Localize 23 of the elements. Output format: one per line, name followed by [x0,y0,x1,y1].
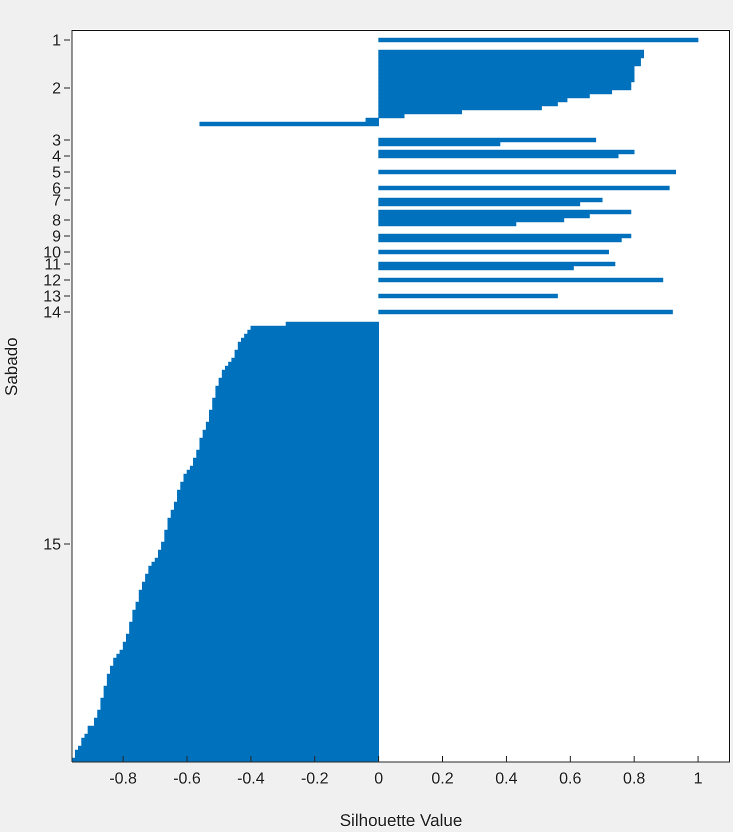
x-axis-title: Silhouette Value [340,811,462,830]
y-tick-label: 13 [43,288,62,306]
x-tick-label: -0.6 [173,770,201,788]
x-tick-label: 0 [374,770,384,788]
x-tick-label: 1 [694,770,703,788]
y-tick-label: 9 [52,228,62,246]
x-tick-label: 0.8 [623,770,646,788]
x-tick-label: -0.4 [237,770,265,788]
y-tick-label: 5 [52,164,62,182]
y-tick-label: 12 [43,272,62,290]
y-axis-title: Sabado [2,337,22,396]
x-tick-label: 0.6 [559,770,582,788]
y-tick-label: 4 [52,148,62,166]
x-tick-label: 0.4 [495,770,518,788]
y-tick-label: 8 [52,212,62,230]
x-tick-label: 0.2 [431,770,454,788]
x-tick-label: -0.8 [109,770,137,788]
y-tick-label: 15 [43,536,62,554]
y-tick-label: 14 [43,304,62,322]
y-tick-label: 3 [52,132,62,150]
y-tick-label: 2 [52,80,62,98]
y-tick-label: 1 [52,32,62,50]
x-tick-label: -0.2 [300,770,329,788]
